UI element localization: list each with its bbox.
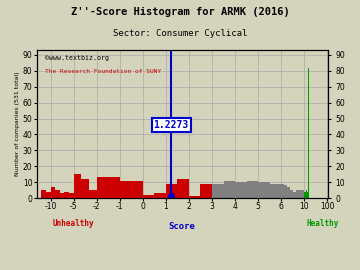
- Bar: [64, 192, 69, 198]
- Text: The Research Foundation of SUNY: The Research Foundation of SUNY: [45, 69, 162, 74]
- Bar: [281, 184, 284, 198]
- Text: ©www.textbiz.org: ©www.textbiz.org: [45, 55, 109, 60]
- Bar: [293, 192, 296, 198]
- Bar: [55, 190, 60, 198]
- Bar: [89, 190, 97, 198]
- Bar: [143, 195, 154, 198]
- Bar: [73, 174, 81, 198]
- Bar: [120, 181, 143, 198]
- Text: Unhealthy: Unhealthy: [53, 219, 94, 228]
- X-axis label: Score: Score: [169, 222, 195, 231]
- Bar: [166, 184, 177, 198]
- Bar: [69, 193, 73, 198]
- Bar: [60, 193, 64, 198]
- Bar: [46, 192, 50, 198]
- Bar: [298, 190, 301, 198]
- Bar: [177, 179, 189, 198]
- Bar: [270, 184, 281, 198]
- Bar: [97, 177, 120, 198]
- Bar: [284, 185, 287, 198]
- Text: Sector: Consumer Cyclical: Sector: Consumer Cyclical: [113, 29, 247, 38]
- Bar: [154, 193, 166, 198]
- Text: Healthy: Healthy: [307, 219, 339, 228]
- Text: 1.2273: 1.2273: [153, 120, 189, 130]
- Bar: [41, 190, 46, 198]
- Bar: [212, 184, 224, 198]
- Bar: [201, 184, 212, 198]
- Bar: [296, 190, 298, 198]
- Bar: [290, 190, 293, 198]
- Bar: [247, 181, 258, 198]
- Bar: [189, 197, 201, 198]
- Y-axis label: Number of companies (531 total): Number of companies (531 total): [15, 72, 20, 176]
- Bar: [235, 182, 247, 198]
- Text: Z''-Score Histogram for ARMK (2016): Z''-Score Histogram for ARMK (2016): [71, 7, 289, 17]
- Bar: [224, 181, 235, 198]
- Bar: [287, 187, 290, 198]
- Bar: [301, 190, 304, 198]
- Bar: [81, 179, 89, 198]
- Bar: [50, 187, 55, 198]
- Bar: [258, 182, 270, 198]
